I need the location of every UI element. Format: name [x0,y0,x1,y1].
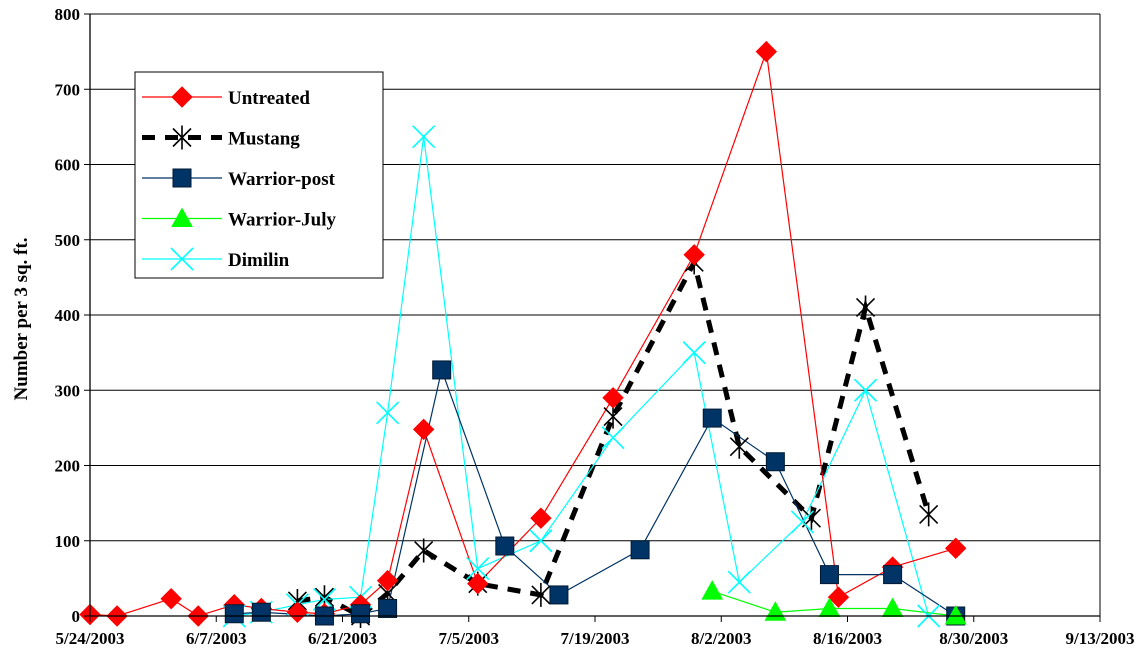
data-point-warrior-post [765,452,785,472]
x-tick-label: 6/21/2003 [308,629,377,648]
data-point-dimilin [790,510,814,534]
data-point-mustang [855,295,876,320]
y-tick-label: 200 [55,457,81,476]
x-tick-label: 9/13/2003 [1066,629,1135,648]
data-point-warrior-post [351,604,371,624]
legend-marker-dimilin [170,247,194,271]
data-point-warrior-post [224,604,244,624]
data-point-dimilin [376,401,400,425]
data-point-warrior-july [944,604,967,625]
data-point-warrior-post [702,408,722,428]
data-point-dimilin [853,378,878,402]
data-point-untreated [286,601,309,623]
data-point-untreated [412,418,435,441]
legend-marker-warrior-july [171,207,193,227]
legend-label-warrior-july: Warrior-July [228,210,336,231]
data-point-warrior-post [495,536,515,556]
data-point-warrior-july [881,597,904,617]
y-tick-label: 100 [55,532,81,551]
y-axis-label: Number per 3 sq. ft. [11,238,32,401]
data-point-mustang [603,404,623,429]
data-point-warrior-post [819,565,839,585]
y-tick-label: 400 [55,306,81,325]
x-tick-label: 5/24/2003 [56,629,125,648]
legend-label-mustang: Mustang [228,129,300,150]
data-point-mustang [919,502,939,527]
legend-label-dimilin: Dimilin [228,250,290,271]
series-layer [79,40,967,628]
y-tick-label: 600 [55,156,81,175]
data-point-untreated [467,572,489,595]
data-point-warrior-post [378,598,398,618]
data-point-warrior-post [432,360,452,380]
x-tick-label: 6/7/2003 [186,629,246,648]
legend-label-warrior-post: Warrior-post [228,169,336,190]
y-tick-label: 500 [55,231,81,250]
x-tick-label: 8/30/2003 [939,629,1008,648]
data-point-dimilin [466,557,490,581]
data-point-dimilin [727,570,751,594]
data-point-dimilin [529,529,553,553]
data-point-warrior-post [630,540,650,560]
y-tick-label: 300 [55,381,81,400]
data-point-dimilin [682,341,706,365]
data-point-untreated [827,586,850,608]
data-point-untreated [602,387,624,409]
y-tick-label: 700 [55,80,81,99]
x-tick-label: 8/2/2003 [691,629,751,648]
axes: 0 100 200 300 400 500 600 700 800 5/24/2003 6/7/20… [55,5,1135,648]
data-point-untreated [755,40,778,63]
data-point-untreated [683,244,705,266]
data-point-dimilin [601,426,625,450]
data-point-mustang [531,582,551,607]
x-tick-label: 7/19/2003 [561,629,630,648]
y-tick-label: 800 [55,5,81,24]
x-tick-label: 7/5/2003 [439,629,499,648]
data-point-warrior-post [251,602,271,622]
data-point-untreated [530,507,552,529]
data-point-untreated [160,587,182,610]
data-point-warrior-post [883,565,903,585]
y-tick-label: 0 [72,607,81,626]
legend-marker-untreated [171,86,193,108]
data-point-warrior-july [701,580,724,600]
data-point-mustang [729,434,749,459]
data-point-mustang [414,538,434,563]
legend: Untreated Mustang Warrior-post Warrior-July… [134,71,384,279]
legend-marker-warrior-post [172,168,192,188]
legend-marker-mustang [172,125,192,150]
series-line-warrior-post [234,367,957,617]
data-point-untreated [376,569,399,592]
data-point-dimilin [412,125,436,149]
legend-label-untreated: Untreated [228,88,310,109]
data-point-warrior-post [549,585,569,605]
x-tick-label: 8/16/2003 [813,629,882,648]
data-point-untreated [945,537,967,559]
